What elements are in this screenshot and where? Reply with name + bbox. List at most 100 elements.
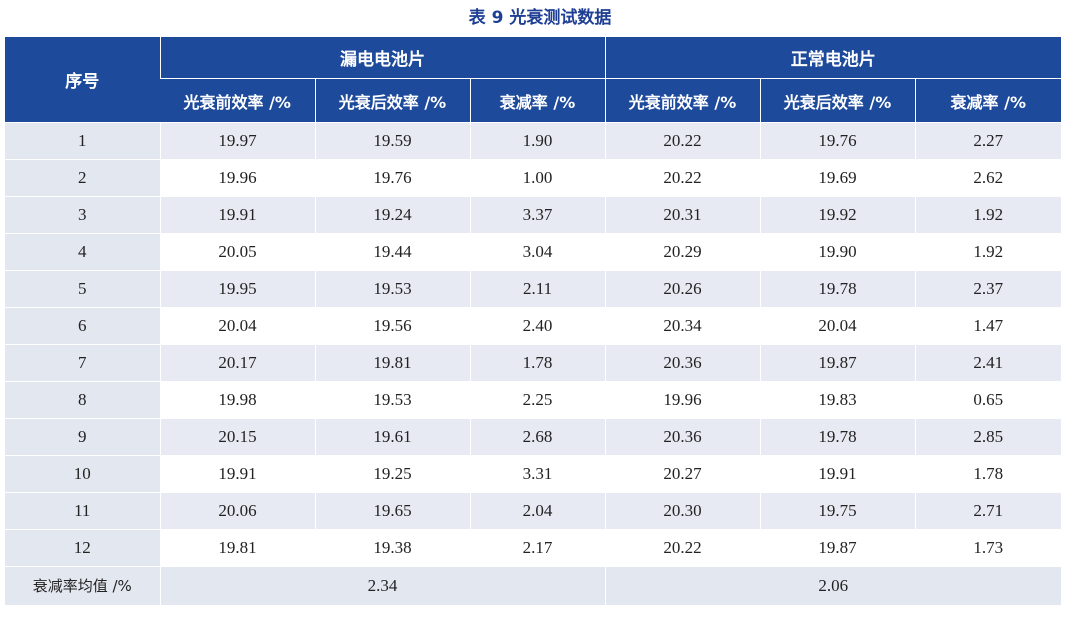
normal-average-value: 2.06 [604,566,1062,605]
normal-degradation-rate: 1.47 [914,307,1062,345]
leak-after-efficiency: 19.38 [314,529,470,567]
leak-before-efficiency: 20.06 [159,492,315,530]
normal-before-efficiency: 20.30 [604,492,761,530]
row-index: 11 [5,492,160,530]
leak-after-efficiency: 19.61 [314,418,470,456]
table-caption: 表 9 光衰测试数据 [468,8,612,28]
row-index: 5 [5,270,160,308]
table-row: 5 19.95 19.53 2.11 20.26 19.78 2.37 [5,270,1062,308]
leak-degradation-rate-header: 衰减率 /% [469,78,606,123]
leak-before-efficiency: 19.91 [159,455,315,493]
index-header: 序号 [5,36,160,123]
normal-degradation-rate-header: 衰减率 /% [914,78,1062,123]
header-row-columns: 光衰前效率 /% 光衰后效率 /% 衰减率 /% 光衰前效率 /% 光衰后效率 … [5,78,1062,123]
normal-degradation-rate: 1.92 [914,196,1062,234]
leak-before-efficiency: 19.98 [159,381,315,419]
row-index: 7 [5,344,160,382]
normal-before-efficiency: 20.27 [604,455,761,493]
table-row: 1 19.97 19.59 1.90 20.22 19.76 2.27 [5,122,1062,160]
normal-before-efficiency: 20.22 [604,159,761,197]
table-row: 12 19.81 19.38 2.17 20.22 19.87 1.73 [5,529,1062,567]
normal-before-efficiency: 20.34 [604,307,761,345]
normal-after-efficiency: 19.83 [759,381,916,419]
normal-degradation-rate: 2.62 [914,159,1062,197]
normal-after-efficiency: 19.78 [759,270,916,308]
normal-before-efficiency: 19.96 [604,381,761,419]
row-index: 4 [5,233,160,271]
leak-degradation-rate: 1.78 [469,344,606,382]
leak-before-efficiency: 19.96 [159,159,315,197]
leak-before-efficiency: 20.15 [159,418,315,456]
normal-before-efficiency-header: 光衰前效率 /% [604,78,761,123]
leak-after-efficiency: 19.76 [314,159,470,197]
leak-average-value: 2.34 [159,566,606,605]
row-index: 10 [5,455,160,493]
average-row: 衰减率均值 /% 2.34 2.06 [5,566,1062,605]
normal-after-efficiency: 19.75 [759,492,916,530]
leak-degradation-rate: 3.04 [469,233,606,271]
leak-degradation-rate: 3.31 [469,455,606,493]
leak-degradation-rate: 2.04 [469,492,606,530]
table-row: 8 19.98 19.53 2.25 19.96 19.83 0.65 [5,381,1062,419]
normal-before-efficiency: 20.26 [604,270,761,308]
leak-before-efficiency-header: 光衰前效率 /% [160,78,315,123]
normal-after-efficiency: 19.69 [759,159,916,197]
leak-after-efficiency: 19.53 [314,381,470,419]
normal-after-efficiency: 20.04 [759,307,916,345]
leak-degradation-rate: 2.11 [469,270,606,308]
leak-degradation-rate: 1.90 [469,122,606,160]
normal-before-efficiency: 20.22 [604,529,761,567]
average-label: 衰减率均值 /% [5,566,160,605]
normal-before-efficiency: 20.22 [604,122,761,160]
leak-before-efficiency: 20.04 [159,307,315,345]
row-index: 6 [5,307,160,345]
row-index: 3 [5,196,160,234]
leak-before-efficiency: 19.95 [159,270,315,308]
normal-after-efficiency: 19.90 [759,233,916,271]
leak-after-efficiency: 19.65 [314,492,470,530]
table-row: 3 19.91 19.24 3.37 20.31 19.92 1.92 [5,196,1062,234]
normal-degradation-rate: 1.78 [914,455,1062,493]
normal-after-efficiency: 19.92 [759,196,916,234]
leak-degradation-rate: 2.25 [469,381,606,419]
normal-before-efficiency: 20.31 [604,196,761,234]
leak-after-efficiency: 19.25 [314,455,470,493]
normal-after-efficiency: 19.78 [759,418,916,456]
leak-degradation-rate: 1.00 [469,159,606,197]
normal-before-efficiency: 20.36 [604,418,761,456]
row-index: 2 [5,159,160,197]
table-row: 10 19.91 19.25 3.31 20.27 19.91 1.78 [5,455,1062,493]
leak-before-efficiency: 19.81 [159,529,315,567]
table-row: 6 20.04 19.56 2.40 20.34 20.04 1.47 [5,307,1062,345]
normal-degradation-rate: 2.41 [914,344,1062,382]
table-body: 1 19.97 19.59 1.90 20.22 19.76 2.27 2 19.96 19.76… [5,122,1062,605]
row-index: 9 [5,418,160,456]
leak-before-efficiency: 20.05 [159,233,315,271]
leak-after-efficiency: 19.56 [314,307,470,345]
light-degradation-table: 序号 漏电电池片 正常电池片 光衰前效率 /% 光衰后效率 /% 衰减率 /% … [5,36,1062,605]
leak-before-efficiency: 20.17 [159,344,315,382]
header-row-groups: 序号 漏电电池片 正常电池片 [5,36,1062,123]
normal-degradation-rate: 0.65 [914,381,1062,419]
normal-cell-group-header: 正常电池片 [604,36,1062,79]
leak-degradation-rate: 3.37 [469,196,606,234]
normal-after-efficiency: 19.91 [759,455,916,493]
normal-degradation-rate: 2.85 [914,418,1062,456]
leak-cell-group-header: 漏电电池片 [159,36,606,79]
leak-before-efficiency: 19.91 [159,196,315,234]
row-index: 8 [5,381,160,419]
normal-before-efficiency: 20.29 [604,233,761,271]
leak-degradation-rate: 2.17 [469,529,606,567]
table-row: 9 20.15 19.61 2.68 20.36 19.78 2.85 [5,418,1062,456]
normal-after-efficiency: 19.87 [759,529,916,567]
normal-after-efficiency: 19.87 [759,344,916,382]
table-row: 7 20.17 19.81 1.78 20.36 19.87 2.41 [5,344,1062,382]
table-row: 2 19.96 19.76 1.00 20.22 19.69 2.62 [5,159,1062,197]
normal-after-efficiency-header: 光衰后效率 /% [759,78,916,123]
normal-degradation-rate: 2.37 [914,270,1062,308]
normal-degradation-rate: 1.73 [914,529,1062,567]
leak-after-efficiency: 19.44 [314,233,470,271]
leak-after-efficiency-header: 光衰后效率 /% [314,78,470,123]
normal-before-efficiency: 20.36 [604,344,761,382]
leak-degradation-rate: 2.40 [469,307,606,345]
